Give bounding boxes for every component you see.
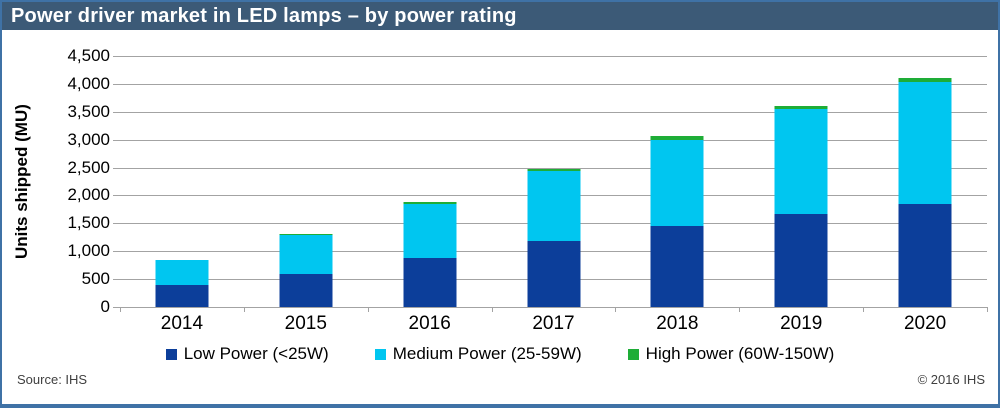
bar-cell-2014	[120, 56, 244, 307]
gridline-2500	[120, 167, 987, 169]
plot-area	[120, 56, 987, 308]
x-tick-mark	[367, 307, 369, 312]
source-note: Source: IHS	[17, 372, 88, 387]
bar-segment-low-power-2017	[527, 240, 580, 307]
y-tick-label: 2,000	[67, 185, 110, 205]
legend-swatch-high-power	[627, 348, 639, 360]
x-tick-label-2014: 2014	[160, 313, 204, 334]
y-tick-label: 2,500	[67, 157, 110, 177]
x-tick-mark	[243, 307, 245, 312]
bar-segment-medium-power-2018	[650, 139, 704, 226]
bar-segment-high-power-2017	[527, 168, 580, 172]
y-tick-label: 3,500	[67, 101, 110, 121]
y-tick-mark	[113, 279, 120, 281]
bar-cell-2020	[863, 56, 987, 307]
bar-segment-high-power-2020	[898, 78, 952, 83]
bar-2015	[279, 234, 333, 307]
bar-2020	[898, 78, 952, 307]
bar-segment-high-power-2016	[403, 202, 457, 204]
y-tick-label: 500	[81, 269, 110, 289]
gridline-4000	[120, 83, 987, 85]
bar-cell-2019	[739, 56, 863, 307]
bar-2017	[527, 168, 580, 307]
y-tick-label: 3,000	[67, 129, 110, 149]
bar-segment-low-power-2014	[155, 285, 209, 307]
bar-2014	[155, 259, 209, 307]
x-tick-mark	[739, 307, 741, 312]
bar-2018	[650, 136, 704, 307]
x-tick-mark	[863, 307, 865, 312]
y-tick-label: 1,500	[67, 213, 110, 233]
x-tick-label-2020: 2020	[903, 313, 947, 334]
legend-swatch-low-power	[165, 348, 177, 360]
bar-segment-low-power-2018	[650, 225, 704, 307]
bar-cell-2016	[368, 56, 492, 307]
legend-item-low-power: Low Power (<25W)	[165, 344, 329, 364]
bars	[120, 56, 987, 307]
gridline-0	[120, 307, 987, 308]
bar-segment-medium-power-2016	[403, 203, 457, 258]
bar-segment-medium-power-2019	[774, 109, 828, 215]
legend: Low Power (<25W) Medium Power (25-59W) Hig…	[2, 342, 998, 366]
y-tick-label: 1,000	[67, 241, 110, 261]
x-axis-labels: 2014 2015 2016 2017 2018 2019 2020	[120, 313, 987, 335]
bar-segment-medium-power-2020	[898, 82, 952, 204]
legend-item-high-power: High Power (60W-150W)	[627, 344, 835, 364]
y-tick-label: 4,500	[67, 46, 110, 65]
gridline-3000	[120, 139, 987, 141]
x-tick-label-2015: 2015	[284, 313, 327, 334]
y-tick-mark	[113, 83, 120, 85]
bar-segment-medium-power-2014	[155, 260, 209, 286]
bar-segment-low-power-2016	[403, 257, 457, 307]
x-tick-mark	[491, 307, 493, 312]
bar-2019	[774, 105, 828, 307]
bar-segment-low-power-2019	[774, 214, 828, 307]
y-tick-mark	[113, 251, 120, 253]
bar-segment-medium-power-2017	[527, 171, 580, 241]
y-tick-mark	[113, 167, 120, 169]
x-tick-mark	[987, 307, 988, 312]
chart-title-bar: Power driver market in LED lamps – by po…	[2, 2, 998, 30]
x-tick-mark	[120, 307, 121, 312]
y-tick-mark	[113, 111, 120, 113]
chart-title: Power driver market in LED lamps – by po…	[11, 5, 517, 27]
gridline-4500	[120, 56, 987, 57]
legend-label-medium-power: Medium Power (25-59W)	[392, 344, 582, 363]
bar-cell-2015	[244, 56, 368, 307]
bar-segment-high-power-2019	[774, 105, 828, 110]
bar-segment-high-power-2015	[279, 234, 333, 236]
gridline-3500	[120, 111, 987, 113]
y-tick-mark	[113, 139, 120, 141]
legend-label-high-power: High Power (60W-150W)	[645, 344, 835, 363]
x-tick-label-2016: 2016	[408, 313, 451, 334]
x-tick-label-2018: 2018	[656, 313, 699, 334]
legend-swatch-medium-power	[374, 348, 386, 360]
y-tick-mark	[113, 195, 120, 197]
legend-label-low-power: Low Power (<25W)	[183, 344, 329, 363]
x-tick-mark	[615, 307, 617, 312]
bar-cell-2018	[615, 56, 739, 307]
y-tick-mark	[113, 56, 120, 57]
bar-segment-high-power-2014	[155, 259, 209, 261]
x-tick-label-2019: 2019	[780, 313, 823, 334]
bar-segment-medium-power-2015	[279, 235, 333, 275]
bar-cell-2017	[492, 56, 616, 307]
y-tick-label: 0	[100, 297, 110, 316]
bar-segment-high-power-2018	[650, 136, 704, 140]
x-tick-label-2017: 2017	[532, 313, 575, 334]
y-tick-label: 4,000	[67, 73, 110, 93]
bar-2016	[403, 202, 457, 307]
y-tick-mark	[113, 223, 120, 225]
copyright-note: © 2016 IHS	[917, 372, 985, 387]
y-tick-mark	[113, 307, 120, 308]
bar-segment-low-power-2015	[279, 274, 333, 307]
bar-segment-low-power-2020	[898, 203, 952, 307]
y-axis-title: Units shipped (MU)	[12, 104, 31, 259]
legend-item-medium-power: Medium Power (25-59W)	[374, 344, 582, 364]
